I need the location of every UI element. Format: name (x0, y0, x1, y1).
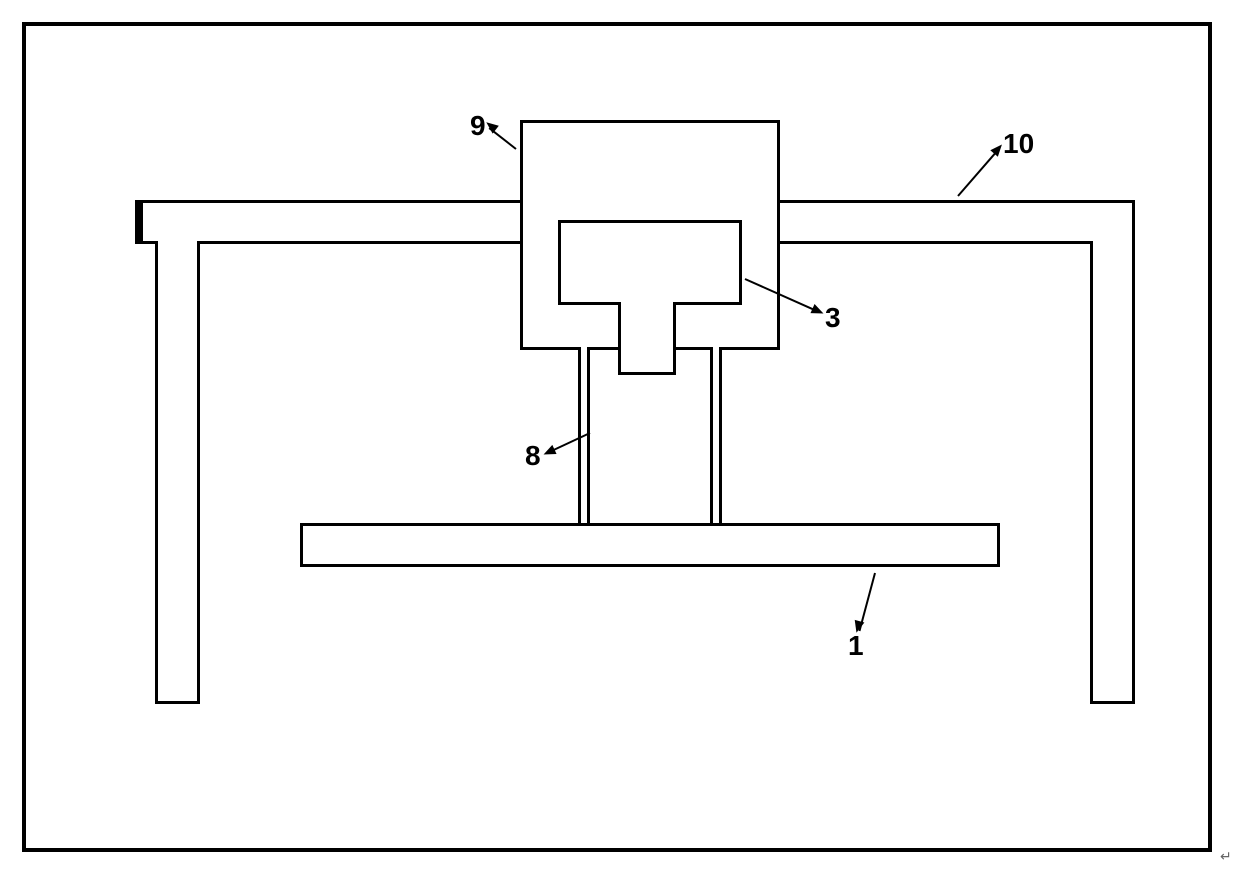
right-leg (1090, 241, 1135, 704)
inner-block (558, 220, 742, 305)
right-vertical-rod (710, 347, 722, 527)
left-leg (155, 241, 200, 704)
small-protrusion (618, 302, 676, 375)
label-9: 9 (470, 110, 486, 142)
label-3: 3 (825, 302, 841, 334)
label-10: 10 (1003, 128, 1034, 160)
lower-platform (300, 523, 1000, 567)
left-beam-accent (137, 203, 143, 241)
corner-marker: ↵ (1220, 848, 1232, 865)
label-1: 1 (848, 630, 864, 662)
label-8: 8 (525, 440, 541, 472)
diagram-container: 9 10 3 8 1 ↵ (0, 0, 1240, 888)
